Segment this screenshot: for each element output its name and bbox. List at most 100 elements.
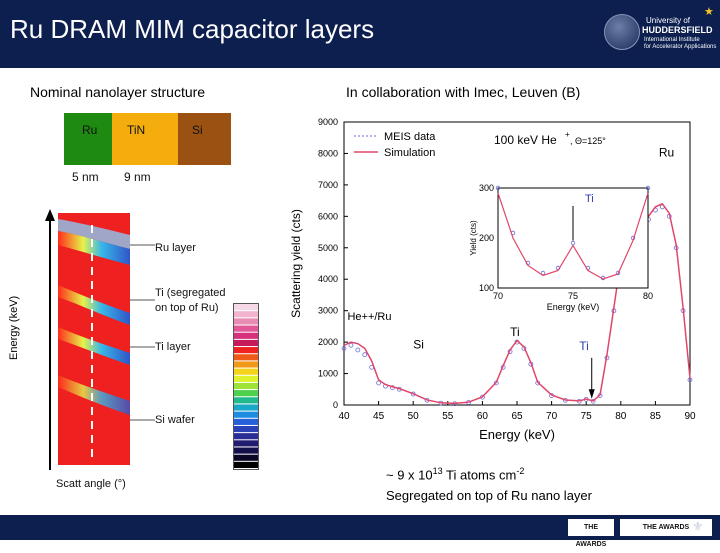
color-scale-cell	[234, 325, 258, 332]
color-scale-cell	[234, 311, 258, 318]
x-tick-label: 80	[615, 411, 627, 422]
slide-title: Ru DRAM MIM capacitor layers	[10, 14, 375, 44]
annotation-ti-layer: Ti layer	[155, 341, 191, 353]
energy-axis-arrow	[45, 209, 55, 221]
color-scale-cell	[234, 447, 258, 454]
y-tick-label: 8000	[318, 148, 338, 158]
inset-simulation-line	[497, 192, 649, 280]
ti-density-note: ~ 9 x 1013 Ti atoms cm-2	[386, 466, 524, 482]
title-bar	[0, 0, 720, 68]
layer-si-label: Si	[192, 123, 203, 137]
layer-si	[178, 113, 231, 165]
inset-y-tick-label: 100	[479, 283, 494, 293]
x-tick-label: 85	[650, 411, 662, 422]
x-axis-label: Energy (keV)	[479, 427, 555, 442]
inset-y-axis-label: Yield (cts)	[469, 220, 478, 256]
color-scale-cell	[234, 404, 258, 411]
color-scale-cell	[234, 390, 258, 397]
thickness-ru: 5 nm	[72, 170, 99, 184]
meis-data-point	[362, 352, 368, 358]
x-tick-label: 90	[684, 411, 696, 422]
scatt-angle-label: Scatt angle (°)	[56, 478, 126, 490]
ti-density-unit: Ti atoms cm	[442, 467, 517, 483]
meis-data-point	[376, 380, 381, 386]
color-scale-cell	[234, 361, 258, 368]
layer-tin-label: TiN	[127, 123, 146, 137]
color-scale-cell	[234, 411, 258, 418]
color-scale-cell	[234, 332, 258, 339]
y-tick-label: 7000	[318, 180, 338, 190]
university-logo: ★ University of HUDDERSFIELD Internation…	[604, 6, 716, 60]
logo-line-2: HUDDERSFIELD	[642, 25, 713, 35]
star-icon: ★	[704, 6, 714, 18]
annotation-ru-layer: Ru layer	[155, 242, 196, 254]
color-scale-cell	[234, 368, 258, 375]
y-tick-label: 6000	[318, 211, 338, 221]
annotation-ti-segregated-2: on top of Ru)	[155, 302, 219, 314]
inset-meis-point	[615, 270, 621, 276]
nanolayer-title: Nominal nanolayer structure	[30, 84, 206, 100]
crest-icon	[604, 14, 640, 50]
logo-line-4: for Accelerator Applications	[644, 44, 717, 50]
x-tick-label: 45	[373, 411, 385, 422]
annotation-arrows	[130, 244, 155, 421]
color-scale-cell	[234, 354, 258, 361]
crest-footer-icon: ⚜	[692, 519, 704, 534]
ti-density-prefix: ~ 9 x 10	[386, 467, 433, 483]
color-scale-cell	[234, 375, 258, 382]
legend-meis-label: MEIS data	[384, 131, 436, 143]
beam-charge: +	[565, 130, 570, 139]
meis-data-point	[355, 347, 361, 353]
layer-ru-label: Ru	[82, 123, 98, 137]
color-scale-cell	[234, 304, 258, 311]
energy-angle-map	[45, 209, 130, 470]
inset-x-tick-label: 70	[493, 291, 503, 301]
annotation-si-wafer: Si wafer	[155, 414, 195, 426]
y-tick-label: 4000	[318, 274, 338, 284]
layer-ru	[64, 113, 112, 165]
y-tick-label: 1000	[318, 369, 338, 379]
color-scale-bar	[233, 303, 259, 470]
inset-x-tick-label: 80	[643, 291, 653, 301]
award-logo-1: THE AWARDS	[568, 519, 614, 548]
ti-arrow-head	[588, 389, 595, 399]
color-scale-cell	[234, 347, 258, 354]
y-tick-label: 0	[333, 400, 338, 410]
ti-density-unit-exponent: -2	[516, 466, 525, 476]
y-tick-label: 3000	[318, 306, 338, 316]
ru-peak-label: Ru	[659, 146, 674, 160]
meis-data-point	[348, 342, 354, 348]
he-ru-label: He++/Ru	[347, 311, 391, 323]
x-tick-label: 70	[546, 411, 558, 422]
color-scale-cell	[234, 433, 258, 440]
ti-segregated-peak-label: Ti	[579, 339, 589, 353]
inset-ti-label: Ti	[585, 193, 594, 205]
x-tick-label: 75	[581, 411, 593, 422]
ti-layer-peak-label: Ti	[510, 325, 520, 339]
ti-density-exponent: 13	[432, 466, 443, 476]
y-tick-label: 9000	[318, 117, 338, 127]
inset-y-tick-label: 200	[479, 233, 494, 243]
inset-x-tick-label: 75	[568, 291, 578, 301]
y-axis-label: Scattering yield (cts)	[289, 209, 303, 318]
x-tick-label: 40	[338, 411, 350, 422]
color-scale-cell	[234, 397, 258, 404]
x-tick-label: 50	[408, 411, 420, 422]
color-scale-cell	[234, 440, 258, 447]
color-scale-cell	[234, 425, 258, 433]
annotation-ti-segregated-1: Ti (segregated	[155, 287, 226, 299]
color-scale-cell	[234, 318, 258, 325]
beam-label: 100 keV He	[494, 133, 557, 147]
thickness-tin: 9 nm	[124, 170, 151, 184]
award-logo-2: THE AWARDS	[620, 519, 712, 536]
energy-axis-label: Energy (keV)	[8, 295, 20, 360]
inset-meis-point	[495, 185, 501, 191]
y-tick-label: 2000	[318, 337, 338, 347]
meis-data-point	[341, 345, 347, 351]
collaboration-title: In collaboration with Imec, Leuven (B)	[346, 84, 581, 100]
si-peak-label: Si	[413, 337, 424, 351]
color-scale-cell	[234, 418, 258, 425]
color-scale-cell	[234, 339, 258, 347]
inset-meis-point	[645, 185, 651, 191]
legend-sim-label: Simulation	[384, 147, 435, 159]
